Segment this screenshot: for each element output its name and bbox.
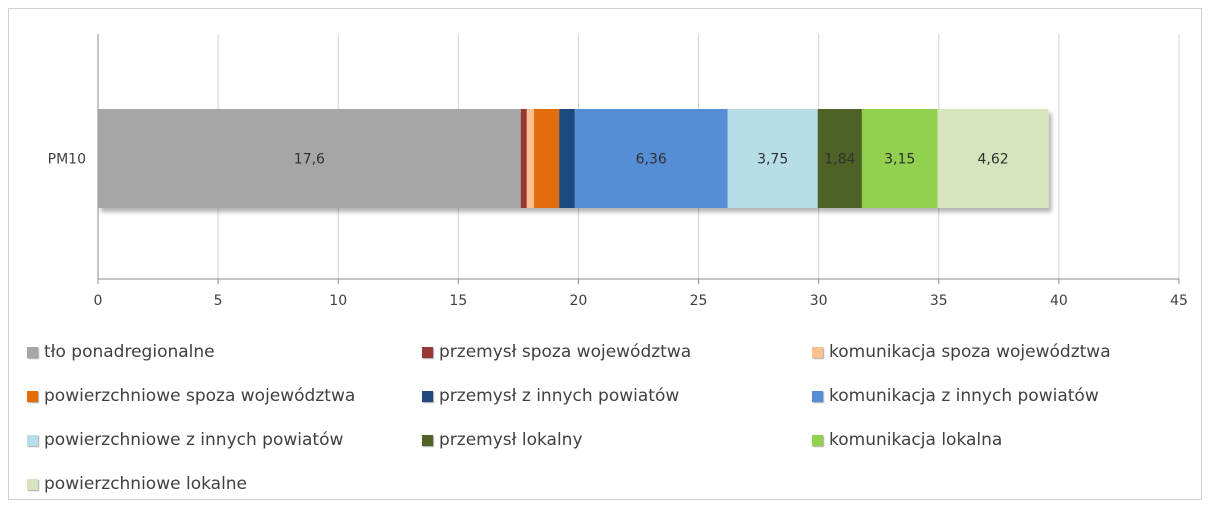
- legend-label: przemysł spoza województwa: [439, 342, 692, 362]
- legend-item: powierzchniowe spoza województwa: [27, 378, 355, 414]
- legend-swatch: [27, 390, 38, 402]
- category-label: PM10: [48, 152, 86, 168]
- chart-frame: 0 5 10 15 20 25 30 35 40 45 PM10 17,6 6,36 3,75 1,84 3…: [8, 8, 1202, 500]
- legend-swatch: [812, 434, 823, 446]
- legend-swatch: [27, 346, 38, 358]
- legend-item: przemysł spoza województwa: [422, 334, 691, 370]
- data-label: 3,15: [884, 152, 915, 168]
- legend-item: tło ponadregionalne: [27, 334, 215, 370]
- x-tick-label: 5: [214, 293, 223, 309]
- legend-label: przemysł z innych powiatów: [439, 386, 680, 406]
- legend-label: powierzchniowe lokalne: [44, 474, 248, 494]
- data-label: 17,6: [294, 152, 325, 168]
- bar-segment-6: [574, 109, 728, 208]
- legend-item: komunikacja z innych powiatów: [812, 378, 1099, 414]
- legend-label: przemysł lokalny: [439, 430, 583, 450]
- legend-item: komunikacja lokalna: [812, 422, 1002, 458]
- legend-item: przemysł z innych powiatów: [422, 378, 679, 414]
- stacked-bar: [98, 109, 1049, 208]
- bar-segment-9: [861, 109, 938, 208]
- data-label: 1,84: [824, 152, 855, 168]
- legend-item: powierzchniowe lokalne: [27, 466, 247, 502]
- legend-label: komunikacja lokalna: [829, 430, 1003, 450]
- bar-segment-5: [559, 109, 575, 208]
- bar-segment-10: [937, 109, 1049, 208]
- chart-plot: 0 5 10 15 20 25 30 35 40 45 PM10 17,6 6,36 3,75 1,84 3…: [48, 34, 1188, 309]
- x-tick-label: 15: [449, 293, 467, 309]
- legend-label: tło ponadregionalne: [44, 342, 215, 362]
- legend-label: komunikacja spoza województwa: [829, 342, 1111, 362]
- x-tick-label: 45: [1170, 293, 1188, 309]
- x-tick-label: 10: [329, 293, 347, 309]
- x-tick-label: 0: [94, 293, 103, 309]
- axes: 0 5 10 15 20 25 30 35 40 45 PM10: [48, 34, 1188, 309]
- legend-swatch: [422, 434, 433, 446]
- legend-swatch: [422, 346, 433, 358]
- bar-segment-3: [526, 109, 535, 208]
- x-tick-label: 30: [810, 293, 828, 309]
- legend-swatch: [422, 390, 433, 402]
- bar-segment-4: [534, 109, 560, 208]
- bar-segment-7: [727, 109, 818, 208]
- data-label: 6,36: [636, 152, 667, 168]
- legend-item: komunikacja spoza województwa: [812, 334, 1111, 370]
- legend-item: powierzchniowe z innych powiatów: [27, 422, 343, 458]
- legend-swatch: [812, 390, 823, 402]
- data-labels: 17,6 6,36 3,75 1,84 3,15 4,62: [294, 152, 1009, 168]
- legend-swatch: [27, 478, 38, 490]
- data-label: 3,75: [757, 152, 788, 168]
- bar-segment-8: [817, 109, 862, 208]
- x-tick-label: 35: [930, 293, 948, 309]
- legend-label: powierzchniowe spoza województwa: [44, 386, 356, 406]
- bar-segment-2: [520, 109, 527, 208]
- bar-segment-1: [98, 109, 521, 208]
- x-tick-label: 25: [690, 293, 708, 309]
- legend-swatch: [812, 346, 823, 358]
- legend-swatch: [27, 434, 38, 446]
- data-label: 4,62: [977, 152, 1008, 168]
- x-tick-label: 40: [1050, 293, 1068, 309]
- legend-label: komunikacja z innych powiatów: [829, 386, 1099, 406]
- legend-item: przemysł lokalny: [422, 422, 583, 458]
- legend-label: powierzchniowe z innych powiatów: [44, 430, 344, 450]
- x-tick-label: 20: [570, 293, 588, 309]
